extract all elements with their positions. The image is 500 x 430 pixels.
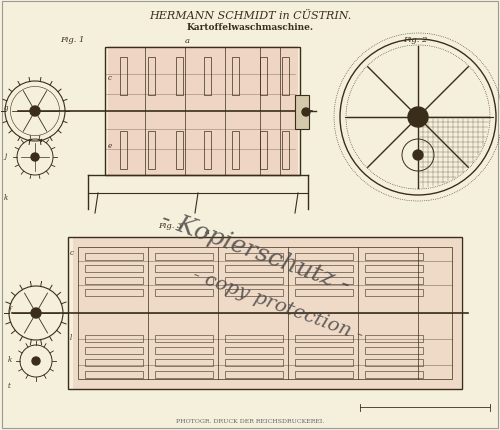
Bar	[295, 277, 353, 284]
Bar	[85, 277, 143, 284]
Bar	[295, 265, 353, 272]
Text: l: l	[70, 333, 72, 341]
Bar	[295, 96, 309, 130]
Bar	[282, 58, 289, 96]
Text: j: j	[4, 152, 6, 160]
Bar	[85, 335, 143, 342]
Bar	[78, 247, 452, 379]
Bar	[295, 335, 353, 342]
Bar	[155, 347, 213, 354]
Bar	[260, 58, 267, 96]
Bar	[295, 253, 353, 261]
Bar	[295, 371, 353, 378]
Bar	[365, 359, 423, 366]
Bar	[365, 289, 423, 296]
Text: c: c	[70, 249, 74, 256]
Bar	[225, 335, 283, 342]
Bar	[282, 132, 289, 169]
Bar	[105, 48, 300, 175]
Bar	[295, 359, 353, 366]
Bar	[260, 132, 267, 169]
Bar	[85, 347, 143, 354]
Bar	[155, 335, 213, 342]
Text: e: e	[108, 141, 112, 150]
Bar	[365, 347, 423, 354]
Bar	[365, 335, 423, 342]
Bar	[108, 47, 298, 177]
Bar	[176, 58, 183, 96]
Bar	[155, 265, 213, 272]
Text: PHOTOGR. DRUCK DER REICHSDRUCKEREI.: PHOTOGR. DRUCK DER REICHSDRUCKEREI.	[176, 418, 324, 424]
Bar	[155, 359, 213, 366]
Bar	[155, 253, 213, 261]
Text: a: a	[205, 227, 210, 236]
Bar	[225, 277, 283, 284]
Bar	[225, 265, 283, 272]
Bar	[68, 237, 462, 389]
Bar	[85, 289, 143, 296]
Circle shape	[32, 357, 40, 365]
Bar	[365, 371, 423, 378]
Bar	[155, 289, 213, 296]
Text: k: k	[8, 355, 12, 363]
Bar	[148, 132, 155, 169]
Bar	[295, 289, 353, 296]
Bar	[225, 253, 283, 261]
Bar	[225, 289, 283, 296]
Circle shape	[31, 308, 41, 318]
Bar	[365, 265, 423, 272]
Circle shape	[413, 150, 423, 161]
Bar	[73, 237, 461, 389]
Bar	[295, 347, 353, 354]
Text: Fig. 2: Fig. 2	[403, 36, 427, 44]
Circle shape	[408, 108, 428, 128]
Bar	[225, 347, 283, 354]
Text: c: c	[108, 74, 112, 82]
Bar	[225, 371, 283, 378]
Text: t: t	[8, 381, 11, 389]
Text: g: g	[4, 104, 8, 112]
Circle shape	[30, 107, 40, 117]
Text: - Kopierschutz -: - Kopierschutz -	[158, 207, 352, 296]
Text: - copy protection -: - copy protection -	[190, 265, 366, 344]
Text: Fig. 3: Fig. 3	[158, 221, 182, 230]
Bar	[85, 253, 143, 261]
Bar	[148, 58, 155, 96]
Bar	[155, 277, 213, 284]
Text: HERMANN SCHMIDT in CÜSTRIN.: HERMANN SCHMIDT in CÜSTRIN.	[149, 11, 351, 21]
Circle shape	[302, 109, 310, 117]
Bar	[85, 265, 143, 272]
Bar	[232, 132, 239, 169]
Circle shape	[31, 154, 39, 162]
Bar	[225, 359, 283, 366]
Bar	[204, 132, 211, 169]
Bar	[204, 58, 211, 96]
Bar	[155, 371, 213, 378]
Bar	[85, 359, 143, 366]
Bar	[85, 371, 143, 378]
Text: f: f	[8, 305, 10, 313]
Text: Kartoffelwaschmaschine.: Kartoffelwaschmaschine.	[186, 22, 314, 31]
Text: k: k	[4, 194, 8, 202]
Bar	[120, 132, 127, 169]
Bar	[120, 58, 127, 96]
Bar	[176, 132, 183, 169]
Bar	[365, 253, 423, 261]
Text: a: a	[185, 37, 190, 45]
Bar	[232, 58, 239, 96]
Text: Fig. 1: Fig. 1	[60, 36, 84, 44]
Bar	[365, 277, 423, 284]
